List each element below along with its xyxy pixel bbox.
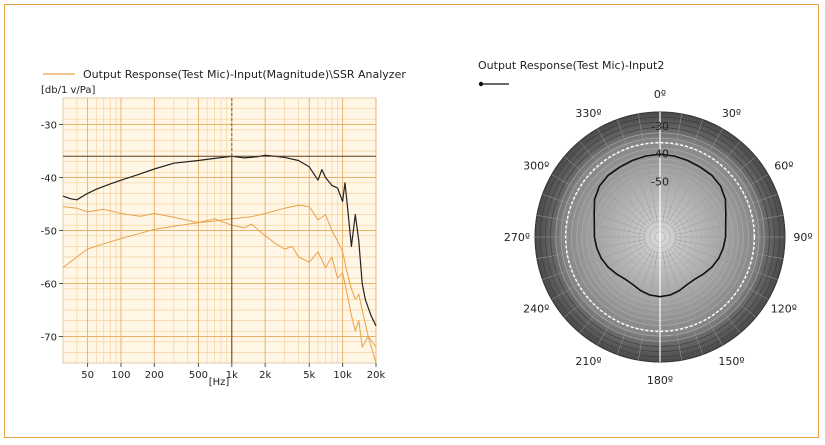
polar-angle-label: 0º bbox=[654, 88, 666, 101]
legend-marker-polar bbox=[478, 81, 484, 87]
series-line-3 bbox=[62, 204, 377, 348]
cursor-crosshair bbox=[63, 98, 376, 363]
polar-spoke bbox=[597, 249, 653, 346]
polar-angle-label: 60º bbox=[774, 160, 793, 173]
polar-spoke bbox=[564, 246, 649, 318]
x-tick-label: 100 bbox=[111, 370, 130, 381]
series-layer bbox=[62, 154, 377, 364]
x-tick-labels: 50 100 200 500 1k 2k 5k 10k 20k bbox=[81, 363, 385, 381]
polar-spoke bbox=[662, 251, 682, 361]
y-tick-label: -50 bbox=[41, 227, 57, 238]
y-tick-label: -70 bbox=[41, 333, 57, 344]
x-tick-label: 20k bbox=[367, 370, 386, 381]
x-tick-label: 500 bbox=[189, 370, 208, 381]
polar-angle-label: 30º bbox=[722, 107, 741, 120]
polar-series-layer bbox=[593, 153, 727, 298]
polar-angle-label: 90º bbox=[793, 231, 812, 244]
polar-spoke bbox=[671, 246, 756, 318]
y-tick-label: -60 bbox=[41, 280, 57, 291]
polar-spoke bbox=[564, 156, 649, 228]
polar-spoke bbox=[669, 248, 741, 333]
polar-spoke bbox=[667, 128, 723, 225]
magnitude-chart: Output Response(Test Mic)-Input(Magnitud… bbox=[41, 68, 407, 388]
polar-spoke bbox=[551, 244, 648, 300]
polar-spoke bbox=[579, 141, 651, 226]
legend-label-magnitude: Output Response(Test Mic)-Input(Magnitud… bbox=[83, 68, 406, 81]
polar-spoke bbox=[536, 215, 646, 235]
x-tick-label: 200 bbox=[145, 370, 164, 381]
polar-spokes bbox=[535, 112, 785, 362]
x-tick-label: 5k bbox=[303, 370, 315, 381]
polar-spoke bbox=[664, 119, 703, 223]
polar-spoke bbox=[597, 128, 653, 225]
y-tick-label: -30 bbox=[41, 121, 57, 132]
polar-spoke bbox=[674, 239, 784, 259]
polar-radial-label: -30 bbox=[651, 120, 669, 133]
polar-spoke bbox=[536, 239, 646, 259]
polar-angle-label: 300º bbox=[523, 160, 549, 173]
polar-spoke bbox=[662, 113, 682, 223]
chart-canvas: Output Response(Test Mic)-Input(Magnitud… bbox=[41, 59, 813, 388]
reference-level-circle bbox=[564, 141, 756, 333]
x-axis-label: [Hz] bbox=[209, 377, 230, 388]
polar-spoke bbox=[669, 141, 741, 226]
polar-series-line-1 bbox=[593, 153, 727, 298]
x-tick-label: 1k bbox=[226, 370, 238, 381]
major-grid bbox=[63, 98, 377, 363]
polar-spoke bbox=[638, 113, 658, 223]
polar-angle-label: 180º bbox=[647, 374, 673, 387]
polar-radial-labels: -30 -40 -50 bbox=[651, 120, 669, 189]
polar-spoke bbox=[542, 241, 646, 280]
polar-spoke bbox=[667, 249, 723, 346]
polar-angle-labels: 0º 30º 60º 90º 120º 150º 180º 210º 240º 270º 300º 3… bbox=[504, 88, 813, 387]
series-line-1 bbox=[62, 154, 377, 327]
polar-reference-circle bbox=[564, 141, 756, 333]
polar-spoke bbox=[638, 251, 658, 361]
x-tick-label: 2k bbox=[259, 370, 271, 381]
y-tick-labels: -30 -40 -50 -60 -70 bbox=[41, 121, 63, 344]
legend-label-polar: Output Response(Test Mic)-Input2 bbox=[478, 59, 664, 72]
polar-spoke bbox=[617, 119, 656, 223]
x-tick-label: 50 bbox=[81, 370, 94, 381]
polar-chart: Output Response(Test Mic)-Input2 -30-40-… bbox=[478, 59, 813, 387]
polar-spoke bbox=[672, 244, 769, 300]
polar-spoke bbox=[551, 174, 648, 230]
polar-radial-label: -50 bbox=[651, 175, 669, 188]
y-tick-label: -40 bbox=[41, 174, 57, 185]
polar-radial-label: -40 bbox=[651, 148, 669, 161]
polar-angle-label: 240º bbox=[523, 303, 549, 316]
polar-angle-label: 330º bbox=[575, 107, 601, 120]
polar-spoke bbox=[671, 156, 756, 228]
chart-panel: Output Response(Test Mic)-Input(Magnitud… bbox=[4, 4, 819, 438]
polar-spoke bbox=[617, 251, 656, 355]
polar-angle-label: 270º bbox=[504, 231, 530, 244]
polar-spoke bbox=[674, 215, 784, 235]
series-line-2 bbox=[62, 206, 377, 364]
polar-spoke bbox=[672, 174, 769, 230]
polar-angle-label: 210º bbox=[575, 355, 601, 368]
polar-spoke bbox=[579, 248, 651, 333]
x-tick-label: 10k bbox=[333, 370, 352, 381]
polar-spoke bbox=[664, 251, 703, 355]
polar-angle-label: 150º bbox=[718, 355, 744, 368]
polar-angle-label: 120º bbox=[771, 303, 797, 316]
polar-spoke bbox=[674, 241, 778, 280]
y-axis-label: [db/1 v/Pa] bbox=[41, 85, 96, 96]
